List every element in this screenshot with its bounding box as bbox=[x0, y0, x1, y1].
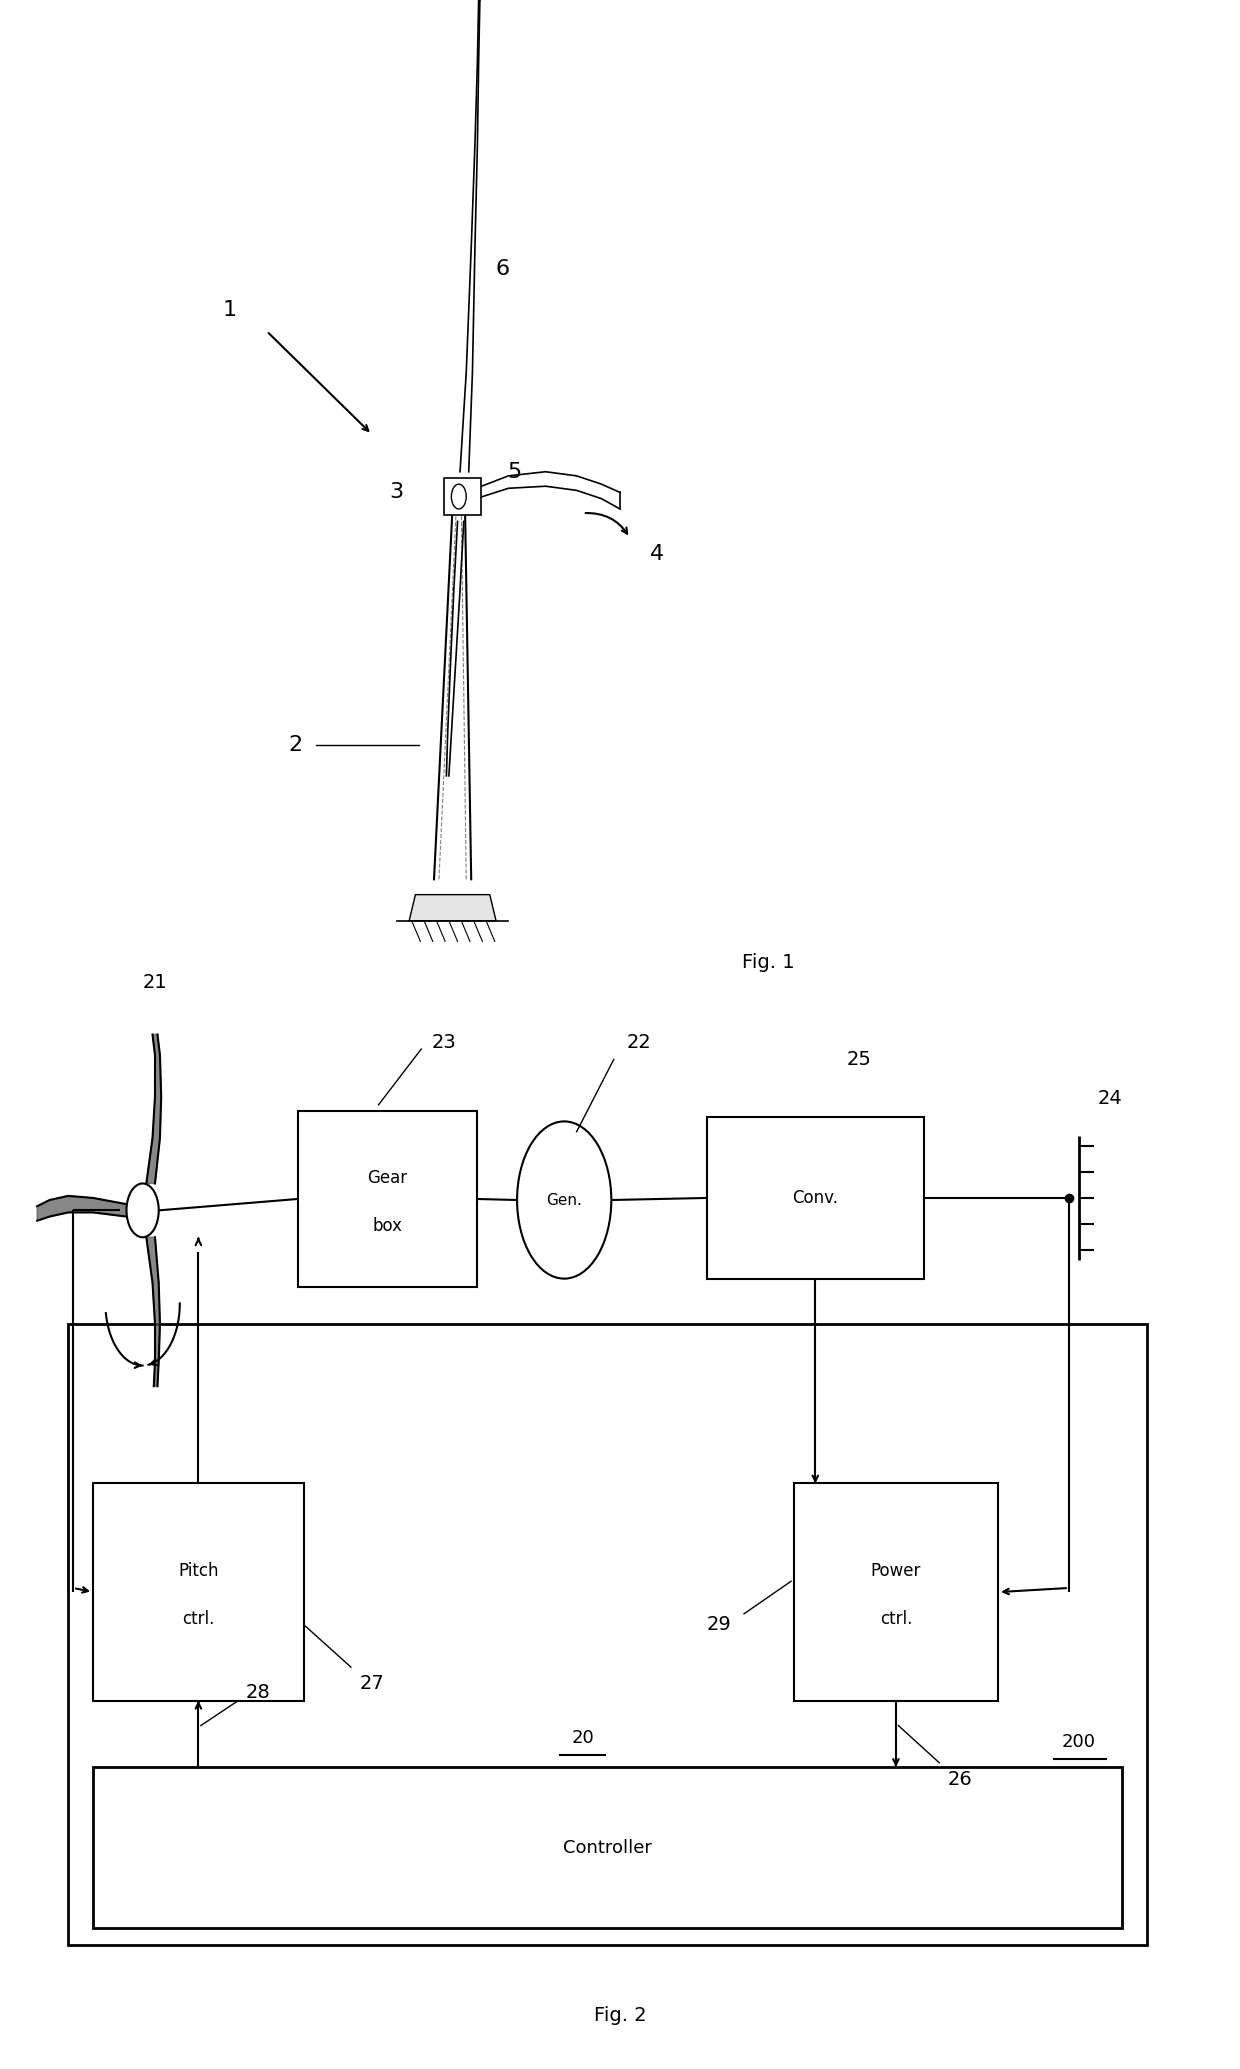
Text: 4: 4 bbox=[650, 544, 665, 565]
Bar bbox=[794, 1483, 998, 1701]
Bar bbox=[68, 1324, 1147, 1945]
Polygon shape bbox=[146, 1237, 160, 1386]
Bar bbox=[298, 1111, 477, 1287]
Text: 20: 20 bbox=[572, 1730, 594, 1746]
Text: 28: 28 bbox=[246, 1682, 270, 1703]
Polygon shape bbox=[146, 1034, 161, 1183]
Polygon shape bbox=[409, 894, 496, 921]
Circle shape bbox=[451, 484, 466, 509]
Text: 24: 24 bbox=[1097, 1088, 1122, 1109]
Text: box: box bbox=[372, 1217, 403, 1235]
Text: 25: 25 bbox=[846, 1049, 872, 1070]
Text: Gear: Gear bbox=[367, 1169, 408, 1188]
Text: ctrl.: ctrl. bbox=[879, 1610, 913, 1628]
Text: 21: 21 bbox=[143, 972, 167, 993]
Text: 2: 2 bbox=[288, 734, 303, 755]
Text: Pitch: Pitch bbox=[179, 1562, 218, 1581]
Bar bbox=[444, 478, 481, 515]
Circle shape bbox=[517, 1121, 611, 1279]
Text: Gen.: Gen. bbox=[547, 1192, 582, 1208]
Text: Conv.: Conv. bbox=[792, 1190, 838, 1206]
Text: 26: 26 bbox=[949, 1769, 972, 1790]
Text: 23: 23 bbox=[432, 1032, 456, 1053]
Text: Fig. 1: Fig. 1 bbox=[743, 952, 795, 972]
Text: Power: Power bbox=[870, 1562, 921, 1581]
Bar bbox=[707, 1117, 924, 1279]
Polygon shape bbox=[37, 1196, 126, 1221]
Text: 3: 3 bbox=[389, 482, 404, 503]
Text: 5: 5 bbox=[507, 461, 522, 482]
Text: 6: 6 bbox=[495, 259, 510, 279]
Text: 22: 22 bbox=[626, 1032, 651, 1053]
Text: 1: 1 bbox=[222, 300, 237, 321]
Circle shape bbox=[126, 1183, 159, 1237]
Text: ctrl.: ctrl. bbox=[182, 1610, 215, 1628]
Bar bbox=[93, 1767, 1122, 1928]
Text: Controller: Controller bbox=[563, 1839, 652, 1856]
Text: Fig. 2: Fig. 2 bbox=[594, 2005, 646, 2026]
Text: 27: 27 bbox=[360, 1674, 384, 1692]
Text: 200: 200 bbox=[1061, 1734, 1096, 1750]
Text: 29: 29 bbox=[707, 1616, 732, 1635]
Bar bbox=[93, 1483, 304, 1701]
